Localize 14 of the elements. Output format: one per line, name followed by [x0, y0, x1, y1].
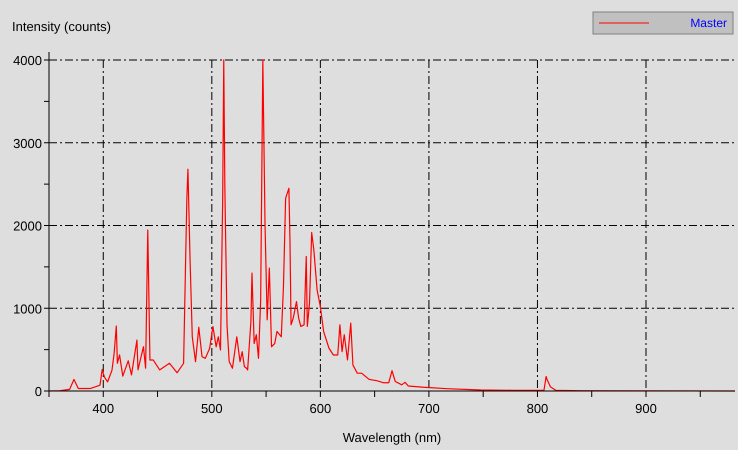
y-tick-label: 3000 [13, 136, 42, 151]
y-tick-label: 1000 [13, 301, 42, 316]
x-axis-title: Wavelength (nm) [342, 430, 442, 445]
x-tick-label: 800 [526, 401, 548, 416]
x-tick-label: 900 [635, 401, 657, 416]
y-tick-label: 0 [34, 384, 42, 399]
y-tick-label: 4000 [13, 53, 42, 68]
y-tick-label: 2000 [13, 218, 42, 234]
x-tick-label: 700 [418, 401, 440, 416]
y-axis-title: Intensity (counts) [12, 19, 111, 34]
x-tick-label: 400 [92, 401, 114, 416]
x-tick-label: 600 [310, 401, 332, 416]
x-tick-label: 500 [200, 401, 223, 416]
text: Master [690, 16, 727, 30]
